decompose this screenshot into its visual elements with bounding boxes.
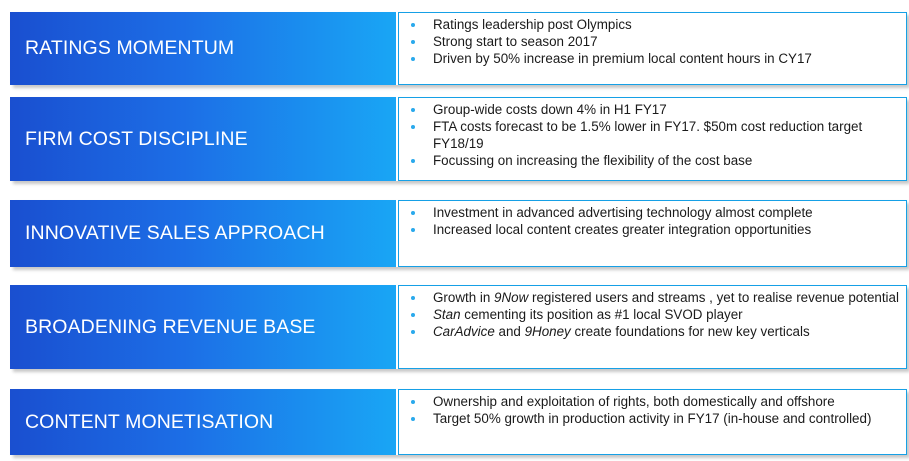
section-bullets: Ratings leadership post Olympics Strong s…	[398, 12, 907, 85]
bullet-item: Group-wide costs down 4% in H1 FY17	[399, 101, 900, 118]
bullet-item: Strong start to season 2017	[399, 33, 900, 50]
bullet-text: FTA costs forecast to be 1.5% lower in F…	[433, 119, 863, 151]
bullet-text: Group-wide costs down 4% in H1 FY17	[433, 102, 667, 117]
section-bullets: Investment in advanced advertising techn…	[398, 200, 907, 267]
section-bullets: Group-wide costs down 4% in H1 FY17 FTA c…	[398, 97, 907, 181]
bullet-item: FTA costs forecast to be 1.5% lower in F…	[399, 118, 900, 152]
section-title: RATINGS MOMENTUM	[10, 12, 396, 85]
section-content-monetisation: CONTENT MONETISATION Ownership and explo…	[10, 389, 907, 455]
bullet-item: Driven by 50% increase in premium local …	[399, 50, 900, 67]
section-bullets: Growth in 9Now registered users and stre…	[398, 285, 907, 369]
bullet-text: Investment in advanced advertising techn…	[433, 205, 813, 220]
bullet-item: Stan cementing its position as #1 local …	[399, 306, 900, 323]
bullet-text-italic: Stan	[433, 307, 461, 322]
bullet-text: Target 50% growth in production activity…	[433, 411, 872, 426]
bullet-text: Focussing on increasing the flexibility …	[433, 153, 753, 168]
bullet-text: Increased local content creates greater …	[433, 222, 812, 237]
section-bullets: Ownership and exploitation of rights, bo…	[398, 389, 907, 455]
bullet-text: Growth in	[433, 290, 495, 305]
bullet-item: Target 50% growth in production activity…	[399, 410, 900, 427]
bullet-text-italic: 9Honey	[524, 324, 571, 339]
bullet-text: registered users and streams , yet to re…	[528, 290, 899, 305]
bullet-text: create foundations for new key verticals	[570, 324, 810, 339]
section-title: CONTENT MONETISATION	[10, 389, 396, 455]
section-ratings-momentum: RATINGS MOMENTUM Ratings leadership post…	[10, 12, 907, 85]
bullet-item: Growth in 9Now registered users and stre…	[399, 289, 900, 306]
section-title: FIRM COST DISCIPLINE	[10, 97, 396, 181]
section-innovative-sales-approach: INNOVATIVE SALES APPROACH Investment in …	[10, 200, 907, 267]
bullet-item: Investment in advanced advertising techn…	[399, 204, 900, 221]
bullet-text: cementing its position as #1 local SVOD …	[460, 307, 743, 322]
bullet-item: Increased local content creates greater …	[399, 221, 900, 238]
bullet-text-italic: CarAdvice	[433, 324, 495, 339]
bullet-item: Focussing on increasing the flexibility …	[399, 152, 900, 169]
bullet-text: Strong start to season 2017	[433, 34, 598, 49]
bullet-text-italic: 9Now	[494, 290, 529, 305]
bullet-item: CarAdvice and 9Honey create foundations …	[399, 323, 900, 340]
bullet-item: Ownership and exploitation of rights, bo…	[399, 393, 900, 410]
bullet-text: and	[494, 324, 525, 339]
section-title: INNOVATIVE SALES APPROACH	[10, 200, 396, 267]
section-broadening-revenue-base: BROADENING REVENUE BASE Growth in 9Now r…	[10, 285, 907, 369]
bullet-text: Ratings leadership post Olympics	[433, 17, 632, 32]
bullet-text: Ownership and exploitation of rights, bo…	[433, 394, 835, 409]
bullet-text: Driven by 50% increase in premium local …	[433, 51, 812, 66]
section-firm-cost-discipline: FIRM COST DISCIPLINE Group-wide costs do…	[10, 97, 907, 181]
bullet-item: Ratings leadership post Olympics	[399, 16, 900, 33]
section-title: BROADENING REVENUE BASE	[10, 285, 396, 369]
